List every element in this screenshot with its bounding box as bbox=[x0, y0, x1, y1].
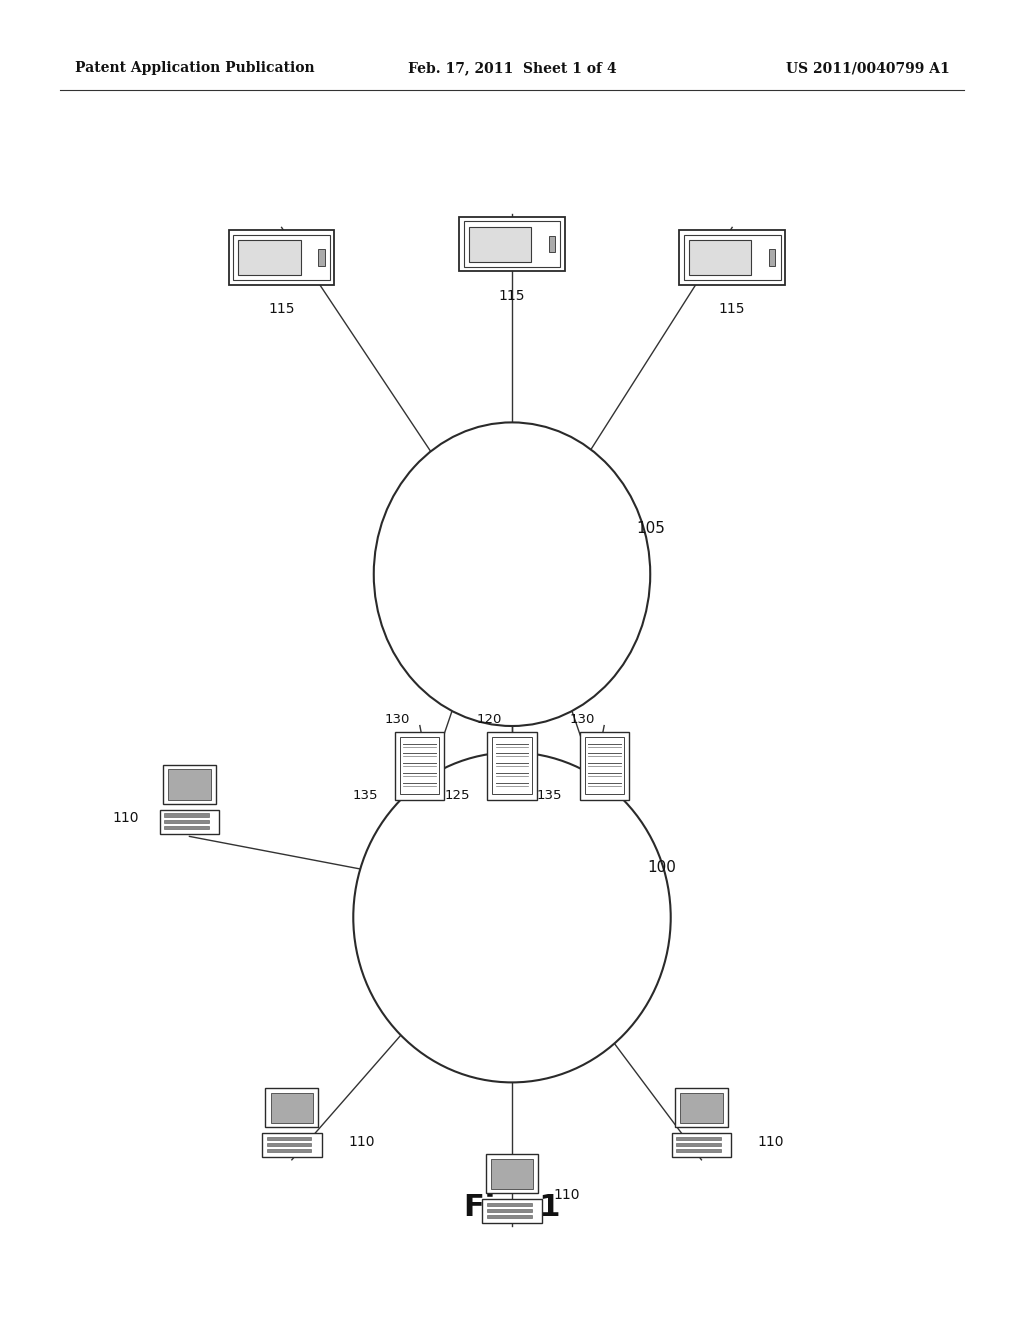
Bar bbox=[265, 1088, 318, 1127]
Bar bbox=[549, 236, 555, 252]
Bar bbox=[165, 813, 209, 817]
Text: 100: 100 bbox=[647, 861, 676, 875]
Bar bbox=[239, 240, 301, 275]
Text: 110: 110 bbox=[113, 812, 139, 825]
Text: 105: 105 bbox=[637, 521, 666, 536]
Text: 120: 120 bbox=[477, 713, 503, 726]
Bar bbox=[459, 216, 565, 272]
Bar bbox=[487, 1203, 531, 1206]
Bar bbox=[493, 737, 531, 795]
Text: 135: 135 bbox=[537, 789, 562, 803]
Bar bbox=[689, 240, 752, 275]
Text: 115: 115 bbox=[268, 302, 295, 317]
Bar bbox=[469, 227, 531, 261]
Bar bbox=[395, 731, 444, 800]
Bar bbox=[228, 230, 335, 285]
Bar bbox=[233, 235, 330, 280]
Bar bbox=[485, 1154, 539, 1193]
Bar bbox=[487, 731, 537, 800]
Bar bbox=[677, 1137, 721, 1140]
Bar bbox=[672, 1134, 731, 1158]
Bar bbox=[769, 249, 775, 265]
Bar bbox=[464, 222, 560, 267]
Bar bbox=[482, 1200, 542, 1224]
Text: 125: 125 bbox=[444, 789, 470, 803]
Ellipse shape bbox=[374, 422, 650, 726]
Bar bbox=[680, 1093, 723, 1123]
Bar bbox=[270, 1093, 313, 1123]
Text: 115: 115 bbox=[719, 302, 745, 317]
Bar bbox=[318, 249, 325, 265]
Bar bbox=[487, 1216, 531, 1218]
Text: 110: 110 bbox=[348, 1135, 375, 1148]
Bar bbox=[490, 1159, 534, 1189]
Bar bbox=[675, 1088, 728, 1127]
Text: Patent Application Publication: Patent Application Publication bbox=[75, 61, 314, 75]
Bar bbox=[168, 770, 211, 800]
Bar bbox=[679, 230, 785, 285]
Bar bbox=[400, 737, 439, 795]
Bar bbox=[677, 1143, 721, 1146]
Bar bbox=[585, 737, 624, 795]
Text: 130: 130 bbox=[569, 713, 595, 726]
Bar bbox=[580, 731, 629, 800]
Bar bbox=[267, 1150, 311, 1152]
Bar bbox=[677, 1150, 721, 1152]
Bar bbox=[487, 1209, 531, 1212]
Bar bbox=[267, 1137, 311, 1140]
Bar bbox=[160, 810, 219, 834]
Ellipse shape bbox=[353, 752, 671, 1082]
Text: Fig. 1: Fig. 1 bbox=[464, 1193, 560, 1222]
Text: 110: 110 bbox=[553, 1188, 580, 1201]
Bar bbox=[262, 1134, 322, 1158]
Bar bbox=[163, 764, 216, 804]
Text: Feb. 17, 2011  Sheet 1 of 4: Feb. 17, 2011 Sheet 1 of 4 bbox=[408, 61, 616, 75]
Text: US 2011/0040799 A1: US 2011/0040799 A1 bbox=[786, 61, 950, 75]
Text: 130: 130 bbox=[385, 713, 411, 726]
Bar bbox=[165, 820, 209, 822]
Text: 115: 115 bbox=[499, 289, 525, 304]
Text: 135: 135 bbox=[352, 789, 378, 803]
Bar bbox=[267, 1143, 311, 1146]
Text: 110: 110 bbox=[758, 1135, 784, 1148]
Bar bbox=[684, 235, 780, 280]
Bar bbox=[165, 826, 209, 829]
